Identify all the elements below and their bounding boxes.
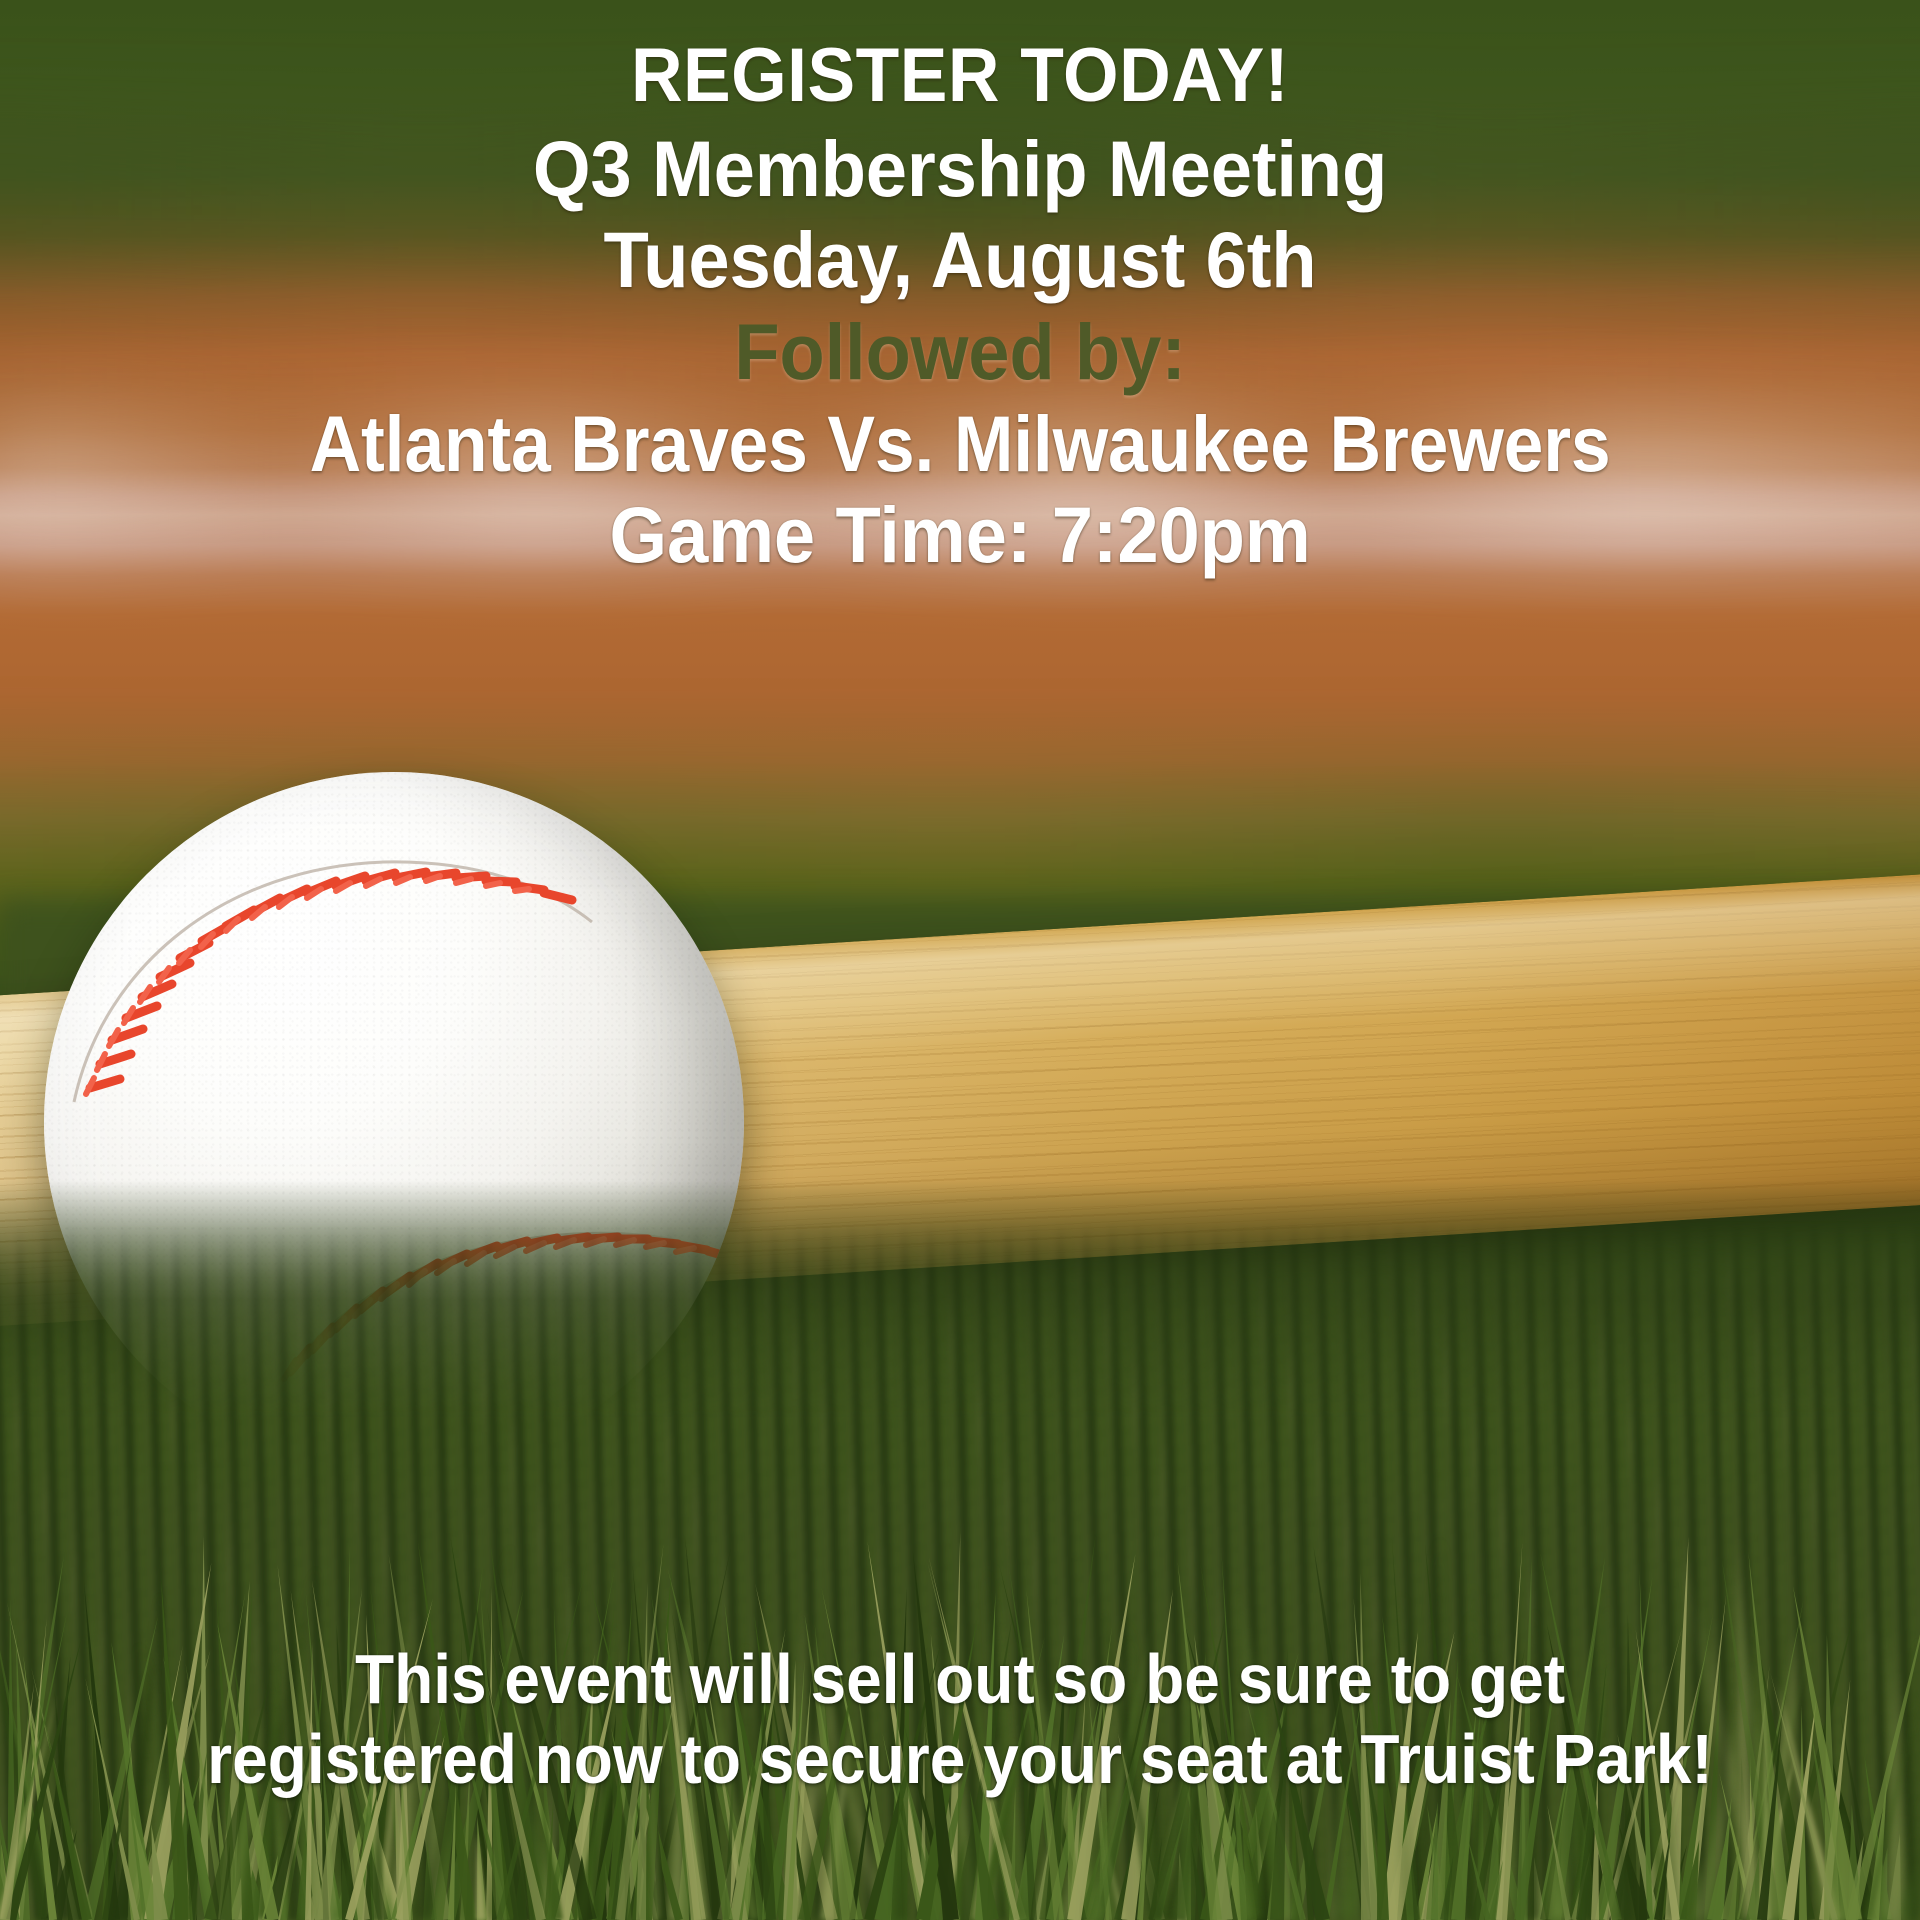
footer-line-1: This event will sell out so be sure to g… bbox=[146, 1640, 1775, 1720]
headline-register: REGISTER TODAY! bbox=[114, 36, 1806, 117]
footer-block: This event will sell out so be sure to g… bbox=[0, 1640, 1920, 1800]
headline-date: Tuesday, August 6th bbox=[114, 218, 1806, 302]
event-poster: REGISTER TODAY! Q3 Membership Meeting Tu… bbox=[0, 0, 1920, 1920]
headline-followed-by: Followed by: bbox=[114, 310, 1806, 394]
grass-foreground bbox=[0, 1180, 1920, 1920]
footer-line-2: registered now to secure your seat at Tr… bbox=[146, 1720, 1775, 1800]
headline-game-time: Game Time: 7:20pm bbox=[114, 493, 1806, 577]
grass-blade bbox=[1548, 1843, 1567, 1920]
headline-block: REGISTER TODAY! Q3 Membership Meeting Tu… bbox=[0, 36, 1920, 583]
headline-matchup: Atlanta Braves Vs. Milwaukee Brewers bbox=[146, 402, 1775, 486]
grass-blade bbox=[896, 1799, 907, 1920]
headline-meeting: Q3 Membership Meeting bbox=[114, 127, 1806, 211]
